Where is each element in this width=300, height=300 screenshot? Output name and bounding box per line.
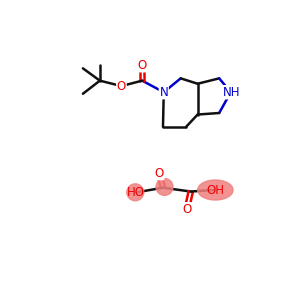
Text: N: N — [159, 86, 168, 99]
Ellipse shape — [156, 178, 173, 195]
Text: O: O — [117, 80, 126, 92]
Text: O: O — [182, 203, 191, 216]
Text: HO: HO — [127, 186, 145, 199]
Ellipse shape — [127, 184, 144, 201]
Text: NH: NH — [223, 86, 240, 99]
Text: O: O — [138, 59, 147, 72]
Ellipse shape — [198, 180, 233, 200]
Text: OH: OH — [206, 184, 224, 196]
Text: O: O — [154, 167, 164, 180]
